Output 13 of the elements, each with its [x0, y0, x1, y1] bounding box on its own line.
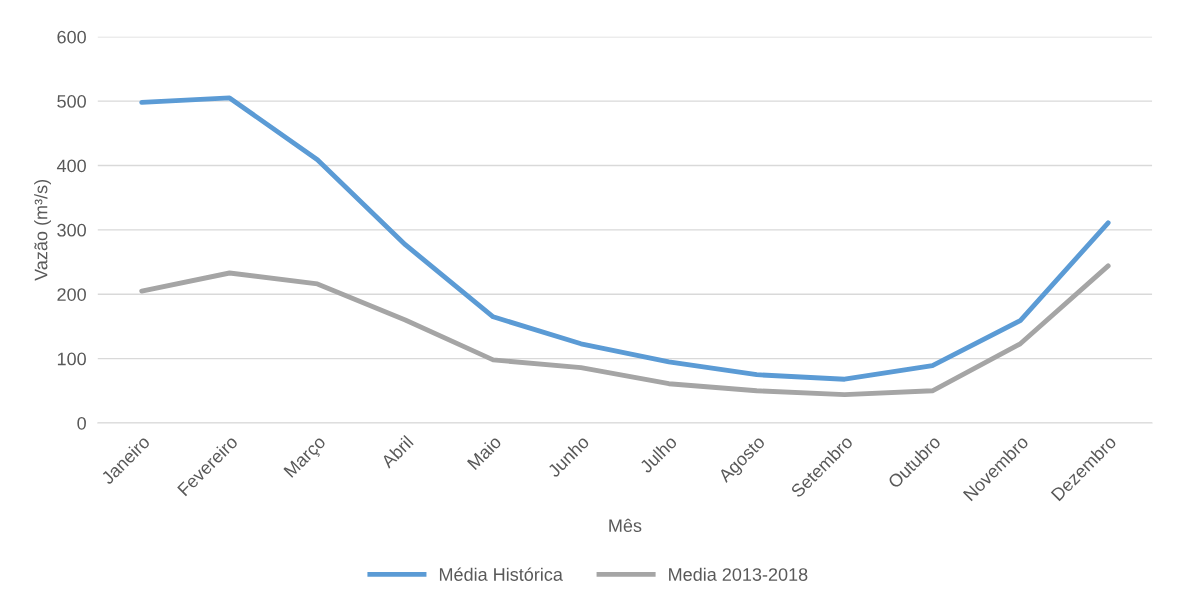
y-tick-label: 0 — [77, 416, 86, 430]
x-axis-title: Mês — [609, 518, 642, 533]
y-tick-label: 600 — [57, 30, 86, 44]
y-tick-label: 100 — [57, 352, 86, 366]
y-axis-title: Vazão (m³/s) — [34, 179, 51, 281]
line-series — [139, 95, 1111, 382]
legend-label: Média Histórica — [439, 567, 563, 581]
y-tick-label: 300 — [57, 223, 86, 237]
y-tick-label: 400 — [56, 159, 86, 173]
y-tick-label: 200 — [57, 288, 86, 301]
legend-label: Media 2013-2018 — [669, 567, 808, 581]
y-tick-label: 500 — [57, 95, 86, 108]
line-series — [139, 263, 1111, 398]
